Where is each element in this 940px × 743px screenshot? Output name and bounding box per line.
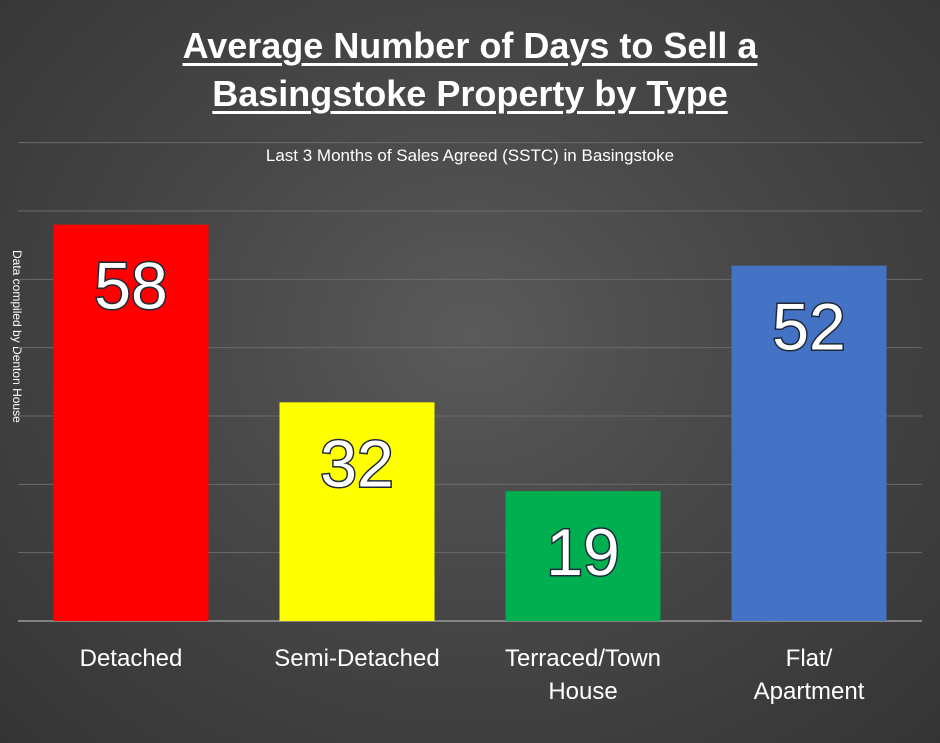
chart-title-line-1: Average Number of Days to Sell a — [182, 25, 758, 66]
data-source-note: Data compiled by Denton House — [10, 250, 24, 423]
bar — [279, 402, 435, 621]
category-label: Detached — [80, 645, 183, 672]
chart-title: Average Number of Days to Sell a Basings… — [0, 22, 940, 118]
bar-value-label: 32 — [320, 426, 393, 500]
category-label: Flat/Apartment — [754, 645, 865, 705]
chart-subtitle: Last 3 Months of Sales Agreed (SSTC) in … — [265, 146, 675, 165]
bar-value-label: 58 — [94, 249, 167, 323]
bar-value-label: 52 — [772, 290, 845, 364]
category-label: Terraced/Town House — [505, 645, 661, 705]
bar — [505, 491, 661, 621]
bars: 58 32 19 52 — [53, 224, 887, 621]
category-labels: Detached Semi-Detached Terraced/Town House F… — [80, 645, 865, 705]
chart-title-line-2: Basingstoke Property by Type — [212, 73, 728, 114]
bar — [53, 224, 209, 621]
category-label: Semi-Detached — [274, 645, 439, 672]
bar — [731, 265, 887, 621]
bar-value-label: 19 — [546, 515, 619, 589]
